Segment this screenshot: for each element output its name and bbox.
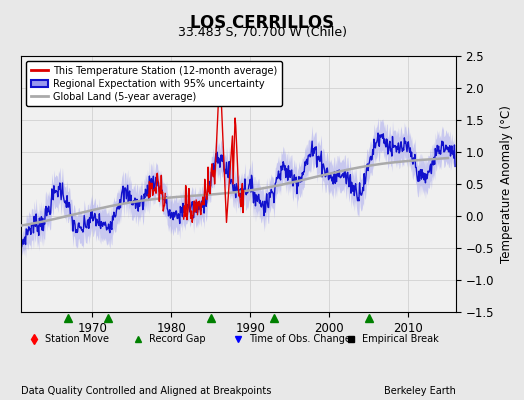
Text: Data Quality Controlled and Aligned at Breakpoints: Data Quality Controlled and Aligned at B…: [21, 386, 271, 396]
Text: Berkeley Earth: Berkeley Earth: [384, 386, 456, 396]
Text: 33.483 S, 70.700 W (Chile): 33.483 S, 70.700 W (Chile): [178, 26, 346, 39]
Legend: This Temperature Station (12-month average), Regional Expectation with 95% uncer: This Temperature Station (12-month avera…: [26, 61, 282, 106]
Text: Station Move: Station Move: [45, 334, 109, 344]
Y-axis label: Temperature Anomaly (°C): Temperature Anomaly (°C): [500, 105, 512, 263]
Text: Record Gap: Record Gap: [149, 334, 206, 344]
Text: Empirical Break: Empirical Break: [363, 334, 439, 344]
Text: LOS CERRILLOS: LOS CERRILLOS: [190, 14, 334, 32]
Text: Time of Obs. Change: Time of Obs. Change: [249, 334, 351, 344]
